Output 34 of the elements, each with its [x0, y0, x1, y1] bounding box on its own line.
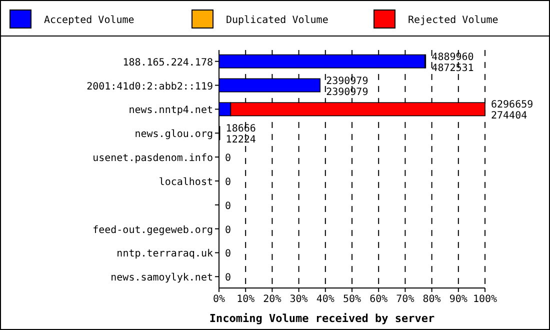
annotation: 0 — [225, 224, 232, 236]
annotation: 0 — [225, 176, 232, 188]
annotation: 6296659 274404 — [491, 100, 534, 122]
annotation: 0 — [225, 272, 232, 284]
x-tick-label: 60% — [370, 294, 388, 305]
legend-label: Accepted Volume — [44, 15, 134, 26]
x-tick-label: 50% — [342, 294, 362, 305]
annotation: 18666 12224 — [226, 124, 256, 146]
annotation: 4889960 4872531 — [432, 52, 474, 74]
y-tick-label: news.samoylyk.net — [110, 272, 213, 284]
y-tick-label: news.glou.org — [134, 129, 213, 140]
y-tick-label: localhost — [158, 176, 213, 188]
annotation: 0 — [225, 153, 232, 164]
x-axis-title: Incoming Volume received by server — [209, 312, 435, 325]
y-tick-label: feed-out.gegeweb.org — [92, 224, 213, 236]
y-tick-label: news.nntp4.net — [128, 105, 213, 116]
legend-label: Duplicated Volume — [226, 15, 328, 26]
x-tick-label: 70% — [396, 294, 414, 305]
y-tick-label: 2001:41d0:2:abb2::119 — [86, 81, 213, 92]
x-tick-label: 100% — [472, 294, 498, 305]
annotation: 0 — [225, 248, 232, 260]
x-tick-label: 90% — [449, 294, 468, 305]
x-tick-label: 20% — [263, 294, 282, 305]
annotation: 2390979 2390979 — [326, 76, 368, 98]
annotation: 0 — [225, 200, 232, 212]
x-tick-label: 10% — [236, 294, 255, 305]
legend-label: Rejected Volume — [408, 15, 498, 26]
y-tick-label: nntp.terraraq.uk — [116, 248, 213, 260]
x-tick-label: 40% — [316, 294, 334, 305]
x-tick-label: 0% — [212, 294, 226, 305]
x-tick-label: 80% — [422, 294, 441, 305]
y-tick-label: 188.165.224.178 — [122, 57, 213, 68]
y-tick-label: usenet.pasdenom.info — [92, 153, 213, 164]
x-tick-label: 30% — [290, 294, 308, 305]
